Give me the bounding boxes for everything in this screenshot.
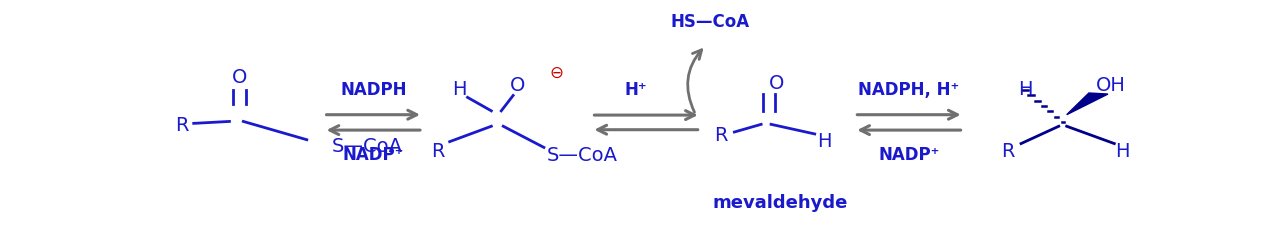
Text: O: O bbox=[769, 74, 785, 94]
Text: H: H bbox=[1018, 80, 1032, 99]
Text: NADP⁺: NADP⁺ bbox=[878, 146, 940, 164]
Text: R: R bbox=[175, 116, 188, 135]
Text: O: O bbox=[232, 68, 247, 87]
Text: R: R bbox=[1001, 142, 1015, 161]
Text: H: H bbox=[1115, 142, 1129, 161]
Text: O: O bbox=[509, 76, 525, 95]
Text: NADPH, H⁺: NADPH, H⁺ bbox=[859, 81, 960, 99]
Text: ⊖: ⊖ bbox=[550, 63, 563, 81]
Text: R: R bbox=[714, 126, 727, 146]
Text: R: R bbox=[431, 142, 444, 161]
Text: H⁺: H⁺ bbox=[625, 81, 648, 99]
Text: S—CoA: S—CoA bbox=[332, 137, 403, 156]
Text: NADPH: NADPH bbox=[340, 81, 407, 99]
Polygon shape bbox=[1066, 93, 1108, 115]
Text: HS—CoA: HS—CoA bbox=[671, 13, 750, 31]
Text: H: H bbox=[452, 80, 467, 99]
Text: NADP⁺: NADP⁺ bbox=[343, 146, 404, 164]
Text: S—CoA: S—CoA bbox=[547, 146, 618, 165]
Text: OH: OH bbox=[1096, 76, 1125, 95]
Text: mevaldehyde: mevaldehyde bbox=[712, 194, 847, 212]
Text: H: H bbox=[818, 132, 832, 151]
